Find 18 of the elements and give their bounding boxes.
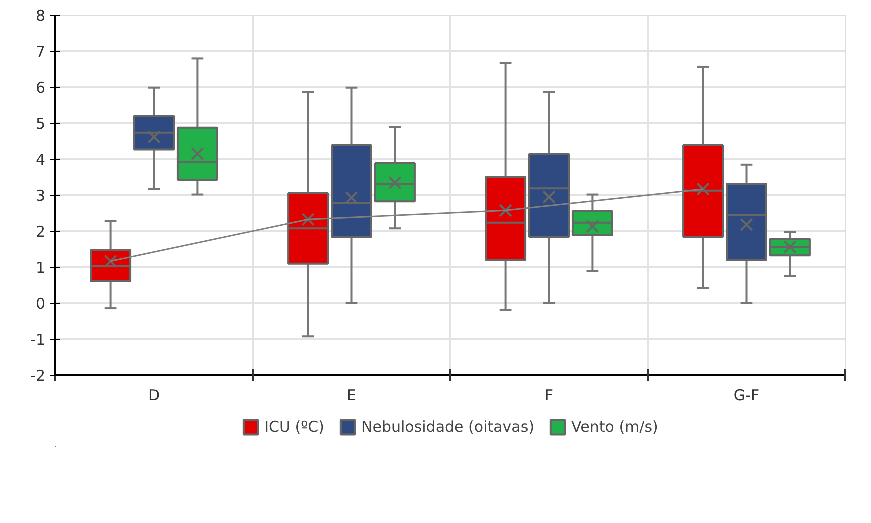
- y-tick-label: 3: [36, 187, 46, 205]
- y-tick-label: -2: [30, 367, 46, 385]
- legend-label: Vento (m/s): [572, 418, 658, 436]
- legend-label: ICU (ºC): [264, 418, 324, 436]
- x-tick-label: G-F: [734, 386, 760, 404]
- y-tick-label: 1: [36, 259, 46, 277]
- y-tick-label: 8: [36, 7, 46, 25]
- y-tick-label: 4: [36, 151, 46, 169]
- y-tick-label: -1: [30, 331, 46, 349]
- y-tick-label: 0: [36, 295, 46, 313]
- x-tick-label: E: [347, 386, 356, 404]
- legend-label: Nebulosidade (oitavas): [362, 418, 535, 436]
- y-tick-label: 2: [36, 223, 46, 241]
- y-tick-label: 6: [36, 79, 46, 97]
- x-tick-label: D: [148, 386, 160, 404]
- x-tick-label: F: [544, 386, 554, 404]
- y-tick-label: 7: [36, 43, 46, 61]
- y-tick-label: 5: [36, 115, 46, 133]
